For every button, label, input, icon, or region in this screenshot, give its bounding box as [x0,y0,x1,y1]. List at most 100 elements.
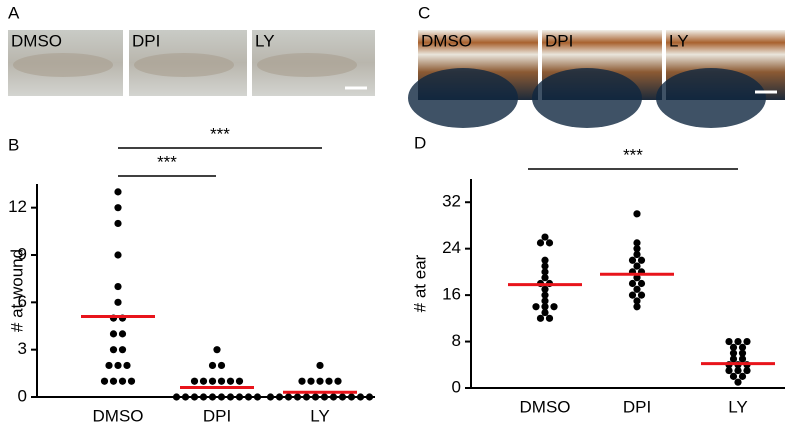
data-point [536,314,545,322]
data-point [284,393,293,401]
data-point [172,393,181,401]
data-point [633,262,641,270]
photo-label: DPI [132,31,160,50]
ear-shape [656,68,766,128]
data-point [729,372,738,380]
significance-label: *** [210,124,230,143]
data-point [743,337,751,346]
data-point [637,291,646,299]
ear-shape [532,68,642,128]
panel-label: A [8,3,20,22]
data-point [633,210,641,218]
x-tick-label: DPI [623,397,651,416]
photo-label: DMSO [11,31,62,50]
y-tick-label: 32 [442,192,461,211]
data-point [114,251,122,259]
data-point [293,393,302,401]
data-point [316,361,324,370]
ear-shape [408,68,518,128]
data-point [356,393,365,401]
data-point [105,361,113,370]
data-point [190,377,199,385]
y-tick-label: 0 [18,386,27,405]
y-tick-label: 12 [8,197,27,216]
panel-label: D [414,133,426,152]
x-tick-label: DMSO [520,397,571,416]
data-point [743,366,751,375]
data-point [633,245,641,253]
data-point [302,393,311,401]
data-point [109,330,118,338]
data-point [633,285,641,293]
data-point [637,256,646,264]
data-point [541,308,549,317]
data-point [725,337,733,346]
data-point [114,282,122,291]
data-point [275,393,284,401]
data-point [311,393,320,401]
data-point [123,361,131,370]
y-tick-label: 16 [442,285,461,304]
data-point [729,355,738,363]
data-point [338,393,347,401]
data-point [114,188,122,196]
data-point [199,377,208,385]
data-point [550,303,558,311]
data-point [118,330,127,338]
data-point [266,393,275,401]
photo-label: LY [255,31,275,50]
panel-label: B [8,135,19,154]
y-tick-label: 6 [18,292,27,311]
y-tick-label: 0 [452,377,461,396]
y-tick-label: 3 [18,339,27,358]
data-point [734,366,742,375]
data-point [114,204,122,212]
data-point [541,262,549,270]
data-point [329,393,338,401]
data-point [628,256,637,264]
x-tick-label: LY [728,397,748,416]
data-point [734,378,742,386]
data-point [738,372,747,380]
data-point [217,377,226,385]
data-point [298,377,306,385]
data-point [316,377,324,385]
data-point [109,346,118,354]
data-point [100,377,109,385]
data-point [208,393,217,401]
data-point [545,239,554,247]
fin-shape [13,53,113,77]
data-point [320,393,329,401]
photo-label: DMSO [421,31,472,50]
data-point [536,239,545,247]
x-tick-label: LY [310,406,330,425]
data-point [633,250,641,259]
data-point [738,349,747,357]
data-point [729,343,738,351]
photo-label: DPI [545,31,573,50]
data-point [541,303,549,311]
data-point [633,239,641,247]
data-point [541,274,549,282]
data-point [541,285,549,293]
data-point [114,361,122,370]
data-point [628,291,637,299]
y-axis-label: # at ear [410,254,429,312]
data-point [217,393,226,401]
data-point [532,303,540,311]
data-point [541,297,549,305]
data-point [541,233,549,241]
y-tick-label: 8 [452,331,461,350]
data-point [114,219,122,228]
y-tick-label: 9 [18,244,27,263]
data-point [307,377,315,385]
significance-label: *** [623,145,643,164]
data-point [633,297,641,305]
data-point [127,377,136,385]
data-point [208,377,217,385]
fin-shape [257,53,357,77]
data-point [190,393,199,401]
data-point [253,393,262,401]
data-point [633,274,641,282]
